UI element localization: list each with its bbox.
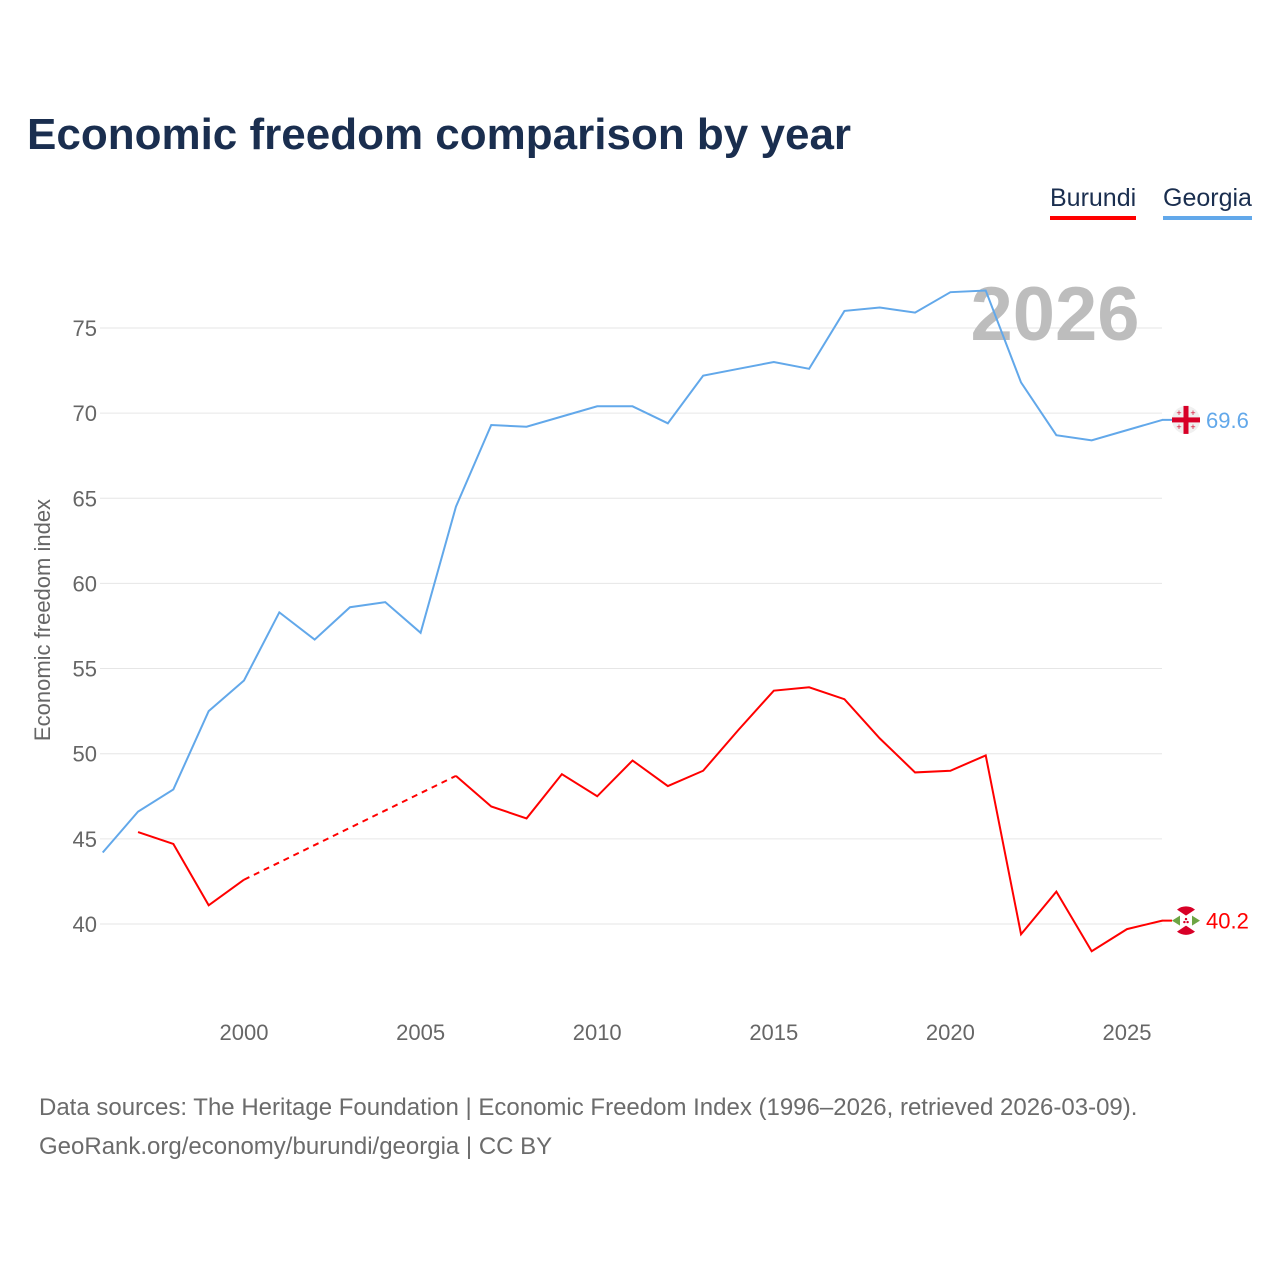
flag-star (1183, 920, 1186, 924)
series-gap-dashed (243, 774, 457, 881)
footer: Data sources: The Heritage Foundation | … (39, 1088, 1137, 1166)
x-tick-label: 2000 (220, 1020, 269, 1045)
georgia-flag-icon: + + + + (1172, 405, 1200, 434)
legend-georgia[interactable]: Georgia (1163, 184, 1252, 220)
legend-burundi[interactable]: Burundi (1050, 184, 1137, 220)
y-tick-label: 70 (73, 401, 97, 426)
series-line (455, 686, 1163, 953)
chart-title: Economic freedom comparison by year (27, 110, 852, 159)
x-tick-label: 2025 (1103, 1020, 1152, 1045)
flag-small-cross: + (1176, 422, 1181, 432)
series-line (101, 289, 1163, 854)
flag-star (1186, 920, 1189, 924)
flag-small-cross: + (1176, 408, 1181, 418)
year-annotation: 2026 (970, 272, 1139, 357)
y-tick-label: 50 (73, 742, 97, 767)
series-burundi: 40.2 (137, 686, 1249, 953)
y-tick-label: 65 (73, 486, 97, 511)
y-tick-label: 40 (73, 912, 97, 937)
flag-green (1172, 915, 1180, 926)
flag-cross (1183, 405, 1189, 434)
flag-small-cross: + (1190, 422, 1195, 432)
end-value-label: 69.6 (1206, 408, 1249, 433)
series-georgia: + + + +69.6 (101, 289, 1249, 854)
source-link[interactable]: GeoRank.org/economy/burundi/georgia | CC… (39, 1133, 553, 1160)
end-value-label: 40.2 (1206, 909, 1249, 934)
flag-disc (1181, 915, 1191, 926)
flag-red (1177, 925, 1195, 935)
x-tick-label: 2010 (573, 1020, 622, 1045)
data-source-note: Data sources: The Heritage Foundation | … (39, 1094, 1138, 1121)
x-tick-label: 2020 (926, 1020, 975, 1045)
y-tick-label: 45 (73, 827, 97, 852)
series-line (137, 831, 245, 907)
x-tick-label: 2015 (749, 1020, 798, 1045)
flag-red (1177, 906, 1195, 916)
y-tick-label: 60 (73, 571, 97, 596)
y-tick-label: 75 (73, 316, 97, 341)
y-axis-label: Economic freedom index (30, 499, 55, 741)
y-tick-label: 55 (73, 657, 97, 682)
flag-star (1184, 917, 1188, 921)
flag-small-cross: + (1190, 408, 1195, 418)
x-tick-label: 2005 (396, 1020, 445, 1045)
burundi-flag-icon (1172, 906, 1200, 935)
flag-green (1192, 915, 1200, 926)
